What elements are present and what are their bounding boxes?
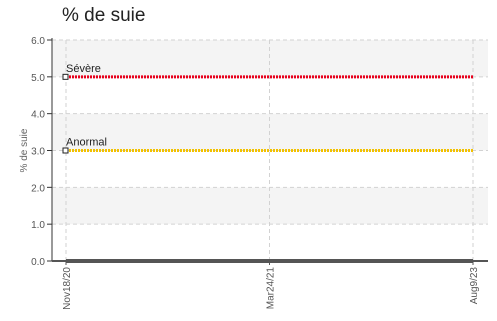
x-tick-label: Mar24/21 bbox=[266, 267, 277, 310]
threshold-marker bbox=[62, 73, 69, 80]
y-tick-label: 0.0 bbox=[31, 257, 45, 268]
chart-title: % de suie bbox=[62, 5, 146, 26]
y-axis-title: % de suie bbox=[19, 128, 30, 172]
threshold-label: Anormal bbox=[66, 137, 107, 149]
y-tick-label: 3.0 bbox=[31, 147, 45, 158]
threshold-label: Sévère bbox=[66, 63, 101, 75]
y-tick-label: 6.0 bbox=[31, 36, 45, 47]
x-tick-label: Nov18/20 bbox=[62, 267, 73, 310]
y-tick-label: 2.0 bbox=[31, 183, 45, 194]
y-tick-label: 4.0 bbox=[31, 110, 45, 121]
y-tick-label: 5.0 bbox=[31, 73, 45, 84]
threshold-marker bbox=[62, 147, 69, 154]
y-tick-label: 1.0 bbox=[31, 220, 45, 231]
x-tick-label: Aug9/23 bbox=[469, 267, 480, 305]
